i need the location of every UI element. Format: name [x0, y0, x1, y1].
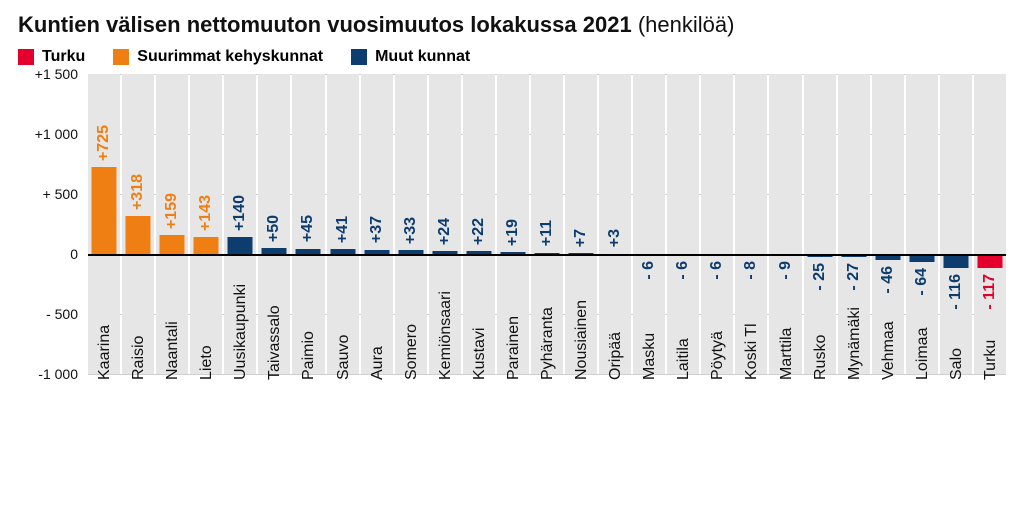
- legend-item: Suurimmat kehyskunnat: [113, 48, 323, 66]
- bar-value-label: - 25: [811, 263, 829, 291]
- bar: [943, 254, 968, 268]
- zero-axis: [88, 254, 1006, 256]
- bar-value-label: +33: [402, 217, 420, 244]
- y-axis: +1 500+1 000+ 5000- 500-1 000: [18, 74, 82, 504]
- x-axis-labels: KaarinaRaisioNaantaliLietoUusikaupunkiTa…: [88, 380, 1006, 500]
- chart-container: Kuntien välisen nettomuuton vuosimuutos …: [0, 0, 1024, 504]
- legend-label: Muut kunnat: [375, 48, 470, 66]
- bar-value-label: +19: [504, 219, 522, 246]
- title-bold: Kuntien välisen nettomuuton vuosimuutos …: [18, 12, 632, 37]
- x-tick-label: Masku: [641, 333, 659, 380]
- bar-column: - 25: [804, 74, 836, 374]
- x-tick-label: Rusko: [812, 335, 830, 380]
- bar-value-label: - 6: [674, 261, 692, 280]
- y-tick-label: +1 500: [35, 66, 78, 82]
- x-tick-label: Kustavi: [471, 328, 489, 380]
- x-tick-label: Marttila: [778, 328, 796, 380]
- y-tick-label: + 500: [43, 186, 78, 202]
- bar-value-label: - 6: [640, 261, 658, 280]
- bar-value-label: +725: [95, 125, 113, 161]
- x-tick-label: Lieto: [198, 345, 216, 380]
- bar-column: +318: [122, 74, 154, 374]
- y-tick-label: - 500: [46, 306, 78, 322]
- x-tick-label: Parainen: [505, 316, 523, 380]
- x-tick-label: Mynämäki: [846, 307, 864, 380]
- x-tick-label: Aura: [369, 346, 387, 380]
- bar-column: +143: [190, 74, 222, 374]
- title-light: (henkilöä): [638, 12, 735, 37]
- bar-value-label: +11: [538, 220, 556, 246]
- bar-value-label: - 27: [845, 263, 863, 291]
- bar-value-label: +41: [334, 216, 352, 243]
- x-tick-label: Raisio: [130, 336, 148, 380]
- x-tick-label: Paimio: [300, 331, 318, 380]
- x-tick-label: Oripää: [607, 332, 625, 380]
- x-tick-label: Vehmaa: [880, 321, 898, 380]
- bar: [977, 254, 1002, 268]
- x-tick-label: Salo: [948, 348, 966, 380]
- x-tick-label: Sauvo: [335, 335, 353, 380]
- bar: [228, 237, 253, 254]
- bar-column: - 6: [633, 74, 665, 374]
- bar-value-label: +3: [606, 229, 624, 247]
- bar-column: +37: [361, 74, 393, 374]
- bar: [126, 216, 151, 254]
- bar-value-label: - 6: [708, 261, 726, 280]
- bar-column: - 117: [974, 74, 1006, 374]
- x-tick-label: Uusikaupunki: [232, 284, 250, 380]
- bar-value-label: +140: [231, 195, 249, 231]
- legend-swatch: [18, 49, 34, 65]
- legend-label: Turku: [42, 48, 85, 66]
- x-tick-label: Kaarina: [96, 325, 114, 380]
- bar-value-label: - 64: [913, 268, 931, 296]
- legend-item: Muut kunnat: [351, 48, 470, 66]
- y-tick-label: -1 000: [38, 366, 78, 382]
- bar-column: +45: [292, 74, 324, 374]
- x-tick-label: Laitila: [675, 338, 693, 380]
- bar-value-label: +143: [197, 195, 215, 231]
- bar-column: - 116: [940, 74, 972, 374]
- legend-swatch: [351, 49, 367, 65]
- x-tick-label: Taivassalo: [266, 305, 284, 380]
- bar: [194, 237, 219, 254]
- bar-value-label: +22: [470, 218, 488, 245]
- bar-value-label: +7: [572, 229, 590, 247]
- bar-value-label: - 46: [879, 266, 897, 294]
- bar-column: - 6: [667, 74, 699, 374]
- chart-title: Kuntien välisen nettomuuton vuosimuutos …: [18, 12, 1006, 38]
- bar: [92, 167, 117, 254]
- bar-value-label: - 116: [947, 274, 965, 310]
- legend-swatch: [113, 49, 129, 65]
- x-tick-label: Kemiönsaari: [437, 291, 455, 380]
- x-tick-label: Pyhäranta: [539, 307, 557, 380]
- bar-value-label: - 8: [742, 261, 760, 280]
- bar-column: +41: [327, 74, 359, 374]
- y-tick-label: +1 000: [35, 126, 78, 142]
- bar-value-label: - 117: [981, 274, 999, 310]
- bar-value-label: +24: [436, 218, 454, 245]
- legend: Turku Suurimmat kehyskunnat Muut kunnat: [18, 48, 1006, 66]
- bar-value-label: +159: [163, 193, 181, 229]
- x-tick-label: Nousiainen: [573, 300, 591, 380]
- x-tick-label: Loimaa: [914, 328, 932, 380]
- x-tick-label: Somero: [403, 324, 421, 380]
- bar-value-label: +318: [129, 174, 147, 210]
- x-tick-label: Pöytyä: [709, 331, 727, 380]
- bar-value-label: +50: [265, 215, 283, 242]
- bar-column: - 6: [701, 74, 733, 374]
- bar-value-label: +45: [299, 215, 317, 242]
- x-tick-label: Turku: [982, 340, 1000, 380]
- legend-item: Turku: [18, 48, 85, 66]
- y-tick-label: 0: [70, 246, 78, 262]
- bar-value-label: - 9: [777, 261, 795, 280]
- chart-area: +1 500+1 000+ 5000- 500-1 000 +725+318+1…: [18, 74, 1006, 504]
- bar-value-label: +37: [368, 216, 386, 243]
- x-tick-label: Koski Tl: [743, 323, 761, 380]
- bar: [160, 235, 185, 254]
- x-tick-label: Naantali: [164, 321, 182, 380]
- legend-label: Suurimmat kehyskunnat: [137, 48, 323, 66]
- bar-column: +3: [599, 74, 631, 374]
